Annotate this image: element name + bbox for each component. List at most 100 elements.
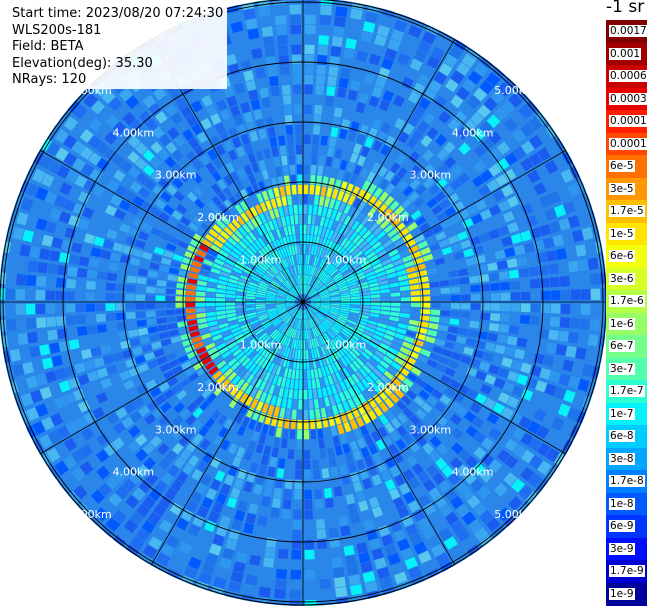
ray-gate	[537, 460, 552, 476]
ray-gate	[343, 204, 352, 215]
ray-gate	[270, 86, 280, 97]
ray-gate	[520, 303, 531, 313]
ray-gate	[520, 230, 532, 242]
ray-gate	[441, 348, 453, 358]
ray-gate	[192, 433, 204, 445]
ray-gate	[223, 368, 234, 378]
ray-gate	[87, 455, 102, 469]
ray-gate	[410, 383, 422, 394]
ray-gate	[149, 435, 162, 448]
ray-gate	[277, 249, 284, 260]
ray-gate	[318, 311, 327, 317]
ray-gate	[279, 186, 286, 197]
ray-gate	[289, 266, 295, 276]
ray-gate	[55, 290, 66, 301]
ray-gate	[390, 302, 401, 307]
ray-gate	[326, 86, 336, 97]
ray-gate	[186, 191, 198, 203]
ray-gate	[271, 317, 281, 324]
ray-gate	[420, 348, 431, 357]
ray-gate	[225, 382, 235, 393]
ray-gate	[246, 186, 255, 197]
ray-gate	[409, 314, 420, 320]
ray-gate	[276, 125, 285, 136]
ray-gate	[497, 225, 510, 237]
ray-gate	[216, 524, 228, 537]
ray-gate	[324, 228, 331, 239]
ray-gate	[380, 293, 391, 298]
ray-gate	[189, 239, 201, 248]
ray-gate	[261, 169, 269, 180]
ray-gate	[243, 111, 254, 123]
ray-gate	[304, 549, 315, 560]
ray-gate	[369, 313, 380, 318]
ray-gate	[360, 167, 369, 179]
ray-gate	[294, 214, 299, 225]
ray-gate	[335, 6, 348, 18]
ray-gate	[228, 397, 238, 409]
ray-gate	[533, 182, 547, 196]
ray-gate	[348, 206, 356, 217]
ray-gate	[310, 298, 321, 301]
ray-gate	[16, 378, 29, 392]
ray-gate	[132, 397, 145, 409]
range-ring-label: 1.00km	[325, 254, 367, 267]
ray-gate	[76, 314, 86, 325]
ray-gate	[330, 425, 338, 437]
ray-gate	[88, 472, 103, 487]
ray-gate	[216, 492, 228, 505]
ray-gate	[470, 478, 484, 493]
outer-range-ring	[0, 0, 606, 606]
ray-gate	[418, 203, 430, 215]
ray-gate	[45, 221, 58, 234]
ray-gate	[212, 370, 223, 380]
ray-gate	[240, 342, 250, 351]
ray-gate	[154, 198, 167, 210]
ray-gate	[138, 480, 152, 494]
ray-gate	[409, 164, 421, 177]
ray-gate	[427, 376, 439, 387]
ray-gate	[434, 95, 447, 109]
ray-gate	[272, 252, 279, 262]
ray-gate	[279, 323, 287, 333]
ray-gate	[504, 135, 519, 149]
ray-gate	[585, 242, 597, 255]
ray-gate	[150, 227, 162, 237]
ray-gate	[142, 427, 155, 440]
ray-gate	[145, 472, 159, 486]
ray-gate	[71, 140, 86, 155]
ray-gate	[393, 452, 404, 464]
ray-gate	[195, 291, 206, 297]
ray-gate	[181, 197, 193, 209]
ray-gate	[336, 454, 346, 466]
ray-gate	[165, 295, 176, 302]
ray-gate	[460, 103, 474, 117]
ray-gate	[214, 470, 226, 482]
ray-gate	[537, 147, 551, 162]
ray-gate	[396, 244, 408, 253]
ray-gate	[224, 354, 235, 363]
ray-gate	[416, 435, 428, 447]
ray-gate	[259, 317, 269, 324]
ray-gate	[558, 218, 571, 231]
ray-gate	[298, 309, 302, 319]
ray-gate	[311, 449, 319, 460]
ray-gate	[240, 212, 250, 223]
ray-gate	[430, 309, 441, 316]
ray-gate	[275, 228, 282, 239]
ray-gate	[465, 135, 479, 149]
ray-gate	[320, 5, 332, 16]
ray-gate	[284, 326, 291, 336]
ray-gate	[497, 334, 508, 344]
ray-gate	[103, 239, 115, 250]
ray-gate	[458, 157, 471, 170]
ray-gate	[301, 284, 303, 294]
ray-gate	[367, 465, 378, 477]
ray-gate	[273, 487, 282, 499]
ray-gate	[258, 332, 268, 341]
ray-gate	[441, 465, 454, 478]
ray-gate	[386, 272, 397, 279]
ray-gate	[450, 457, 463, 470]
ray-gate	[198, 571, 213, 585]
ray-gate	[298, 339, 301, 350]
